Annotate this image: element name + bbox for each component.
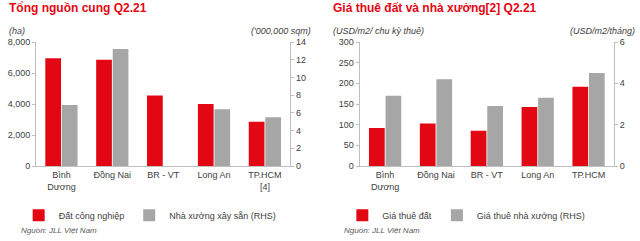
svg-text:Đất công nghiệp: Đất công nghiệp [59, 211, 125, 221]
svg-text:Đồng Nai: Đồng Nai [94, 170, 132, 180]
svg-text:BìnhDương: BìnhDương [47, 170, 75, 192]
svg-text:Giá thuê đất và nhà xưởng[2] Q: Giá thuê đất và nhà xưởng[2] Q2.21 [333, 1, 537, 15]
svg-text:Long An: Long An [521, 170, 554, 180]
svg-text:300: 300 [339, 37, 354, 47]
svg-text:BR - VT: BR - VT [147, 170, 180, 180]
svg-text:0: 0 [620, 161, 625, 171]
svg-text:Tổng nguồn cung Q2.21: Tổng nguồn cung Q2.21 [9, 1, 147, 15]
svg-text:Nhà xưởng xây sẵn (RHS): Nhà xưởng xây sẵn (RHS) [169, 211, 275, 221]
svg-text:BìnhDương: BìnhDương [371, 170, 399, 192]
svg-text:250: 250 [339, 58, 354, 68]
svg-text:Nguồn: JLL Việt Nam: Nguồn: JLL Việt Nam [344, 226, 420, 235]
svg-text:6: 6 [620, 37, 625, 47]
svg-text:0: 0 [25, 161, 30, 171]
svg-text:(ha): (ha) [9, 26, 25, 36]
svg-text:8: 8 [296, 90, 301, 100]
svg-text:(USD/m2/tháng): (USD/m2/tháng) [570, 26, 635, 36]
svg-text:12: 12 [296, 55, 306, 65]
svg-text:8,000: 8,000 [8, 37, 31, 47]
svg-text:('000,000 sqm): ('000,000 sqm) [251, 26, 311, 36]
svg-text:BR - VT: BR - VT [471, 170, 504, 180]
svg-text:2: 2 [296, 143, 301, 153]
svg-text:14: 14 [296, 37, 306, 47]
svg-text:TP.HCM[4]: TP.HCM[4] [248, 170, 281, 192]
svg-text:2: 2 [620, 120, 625, 130]
svg-text:(USD/m2/ chu kỳ thuê): (USD/m2/ chu kỳ thuê) [333, 26, 424, 36]
svg-text:0: 0 [349, 161, 354, 171]
svg-text:Nguồn: JLL Việt Nam: Nguồn: JLL Việt Nam [21, 226, 97, 235]
svg-text:6,000: 6,000 [8, 68, 31, 78]
svg-text:150: 150 [339, 99, 354, 109]
svg-text:Long An: Long An [197, 170, 230, 180]
svg-text:4: 4 [296, 126, 301, 136]
svg-text:100: 100 [339, 120, 354, 130]
svg-text:Đồng Nai: Đồng Nai [417, 170, 455, 180]
svg-text:200: 200 [339, 78, 354, 88]
svg-text:0: 0 [296, 161, 301, 171]
svg-text:6: 6 [296, 108, 301, 118]
svg-text:4,000: 4,000 [8, 99, 31, 109]
svg-text:Giá thuê nhà xưởng (RHS): Giá thuê nhà xưởng (RHS) [477, 211, 585, 221]
svg-text:4: 4 [620, 78, 625, 88]
svg-text:Giá thuê đất: Giá thuê đất [382, 211, 432, 221]
svg-text:10: 10 [296, 73, 306, 83]
svg-text:TP.HCM: TP.HCM [572, 170, 605, 180]
svg-text:50: 50 [344, 140, 354, 150]
svg-text:2,000: 2,000 [8, 130, 31, 140]
